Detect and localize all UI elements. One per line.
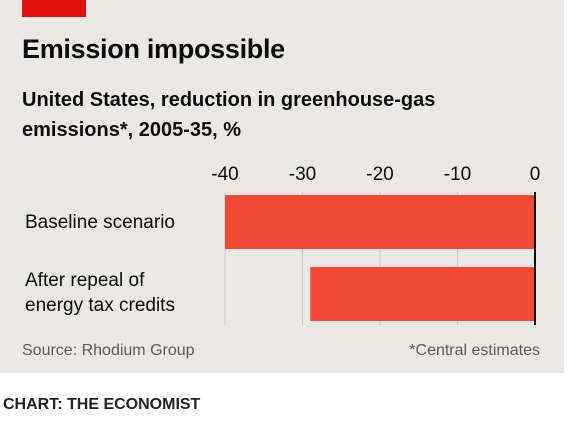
category-label: Baseline scenario	[25, 212, 175, 233]
chart-footnote: *Central estimates	[409, 342, 540, 359]
category-label: energy tax credits	[25, 295, 175, 316]
chart-subtitle: United States, reduction in greenhouse-g…	[22, 89, 436, 141]
bar-chart: -40 -30 -20 -10 0 Baseline scenario After repe…	[25, 164, 541, 325]
chart-source: Source: Rhodium Group	[22, 342, 195, 359]
x-tick-label: -40	[211, 164, 238, 185]
bar	[225, 195, 535, 249]
x-tick-label: -20	[366, 164, 393, 185]
chart-title: Emission impossible	[22, 34, 285, 64]
brand-red-bar	[22, 0, 86, 17]
x-tick-label: 0	[530, 164, 541, 185]
category-label: After repeal of	[25, 270, 145, 291]
chart-credit: CHART: THE ECONOMIST	[3, 396, 201, 413]
x-tick-label: -30	[289, 164, 316, 185]
chart-panel: Emission impossible United States, reduc…	[0, 0, 564, 373]
bar	[310, 267, 535, 321]
x-tick-label: -10	[444, 164, 471, 185]
